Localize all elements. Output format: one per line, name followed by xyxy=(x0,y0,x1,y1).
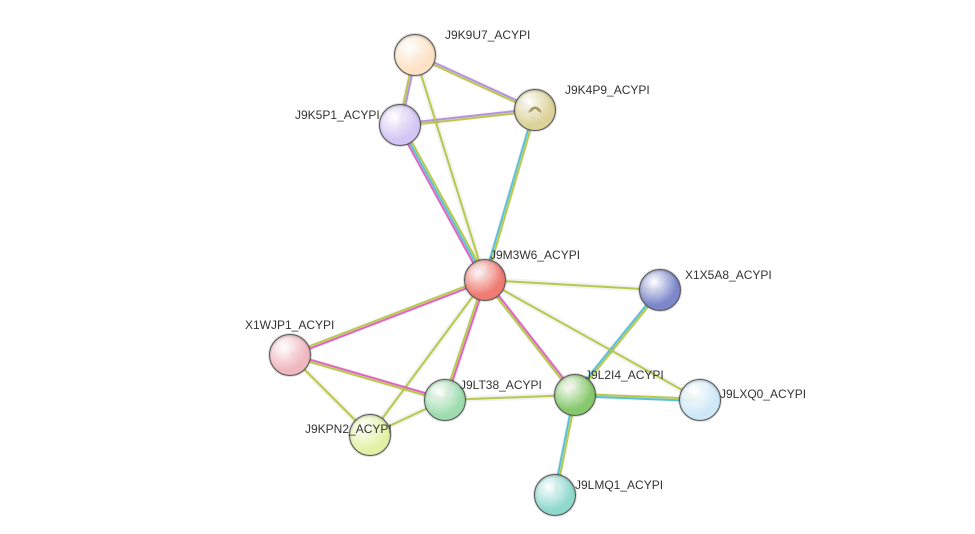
node-J9K5P1_ACYPI[interactable] xyxy=(379,104,421,146)
network-canvas: J9K9U7_ACYPIJ9K4P9_ACYPIJ9K5P1_ACYPIJ9M3… xyxy=(0,0,975,534)
edge xyxy=(398,126,483,281)
node-J9K9U7_ACYPI[interactable] xyxy=(394,34,436,76)
node-J9KPN2_ACYPI[interactable] xyxy=(349,414,391,456)
node-J9LXQ0_ACYPI[interactable] xyxy=(679,379,721,421)
edge xyxy=(485,280,660,290)
node-inner-glyph xyxy=(526,100,544,121)
edge xyxy=(486,110,536,280)
node-J9M3W6_ACYPI[interactable] xyxy=(464,259,506,301)
node-J9LMQ1_ACYPI[interactable] xyxy=(534,474,576,516)
node-X1WJP1_ACYPI[interactable] xyxy=(269,334,311,376)
node-J9L2I4_ACYPI[interactable] xyxy=(554,374,596,416)
edge-halo xyxy=(485,110,535,280)
node-X1X5A8_ACYPI[interactable] xyxy=(639,269,681,311)
node-J9LT38_ACYPI[interactable] xyxy=(424,379,466,421)
edge xyxy=(484,110,534,280)
node-J9K4P9_ACYPI[interactable] xyxy=(514,89,556,131)
